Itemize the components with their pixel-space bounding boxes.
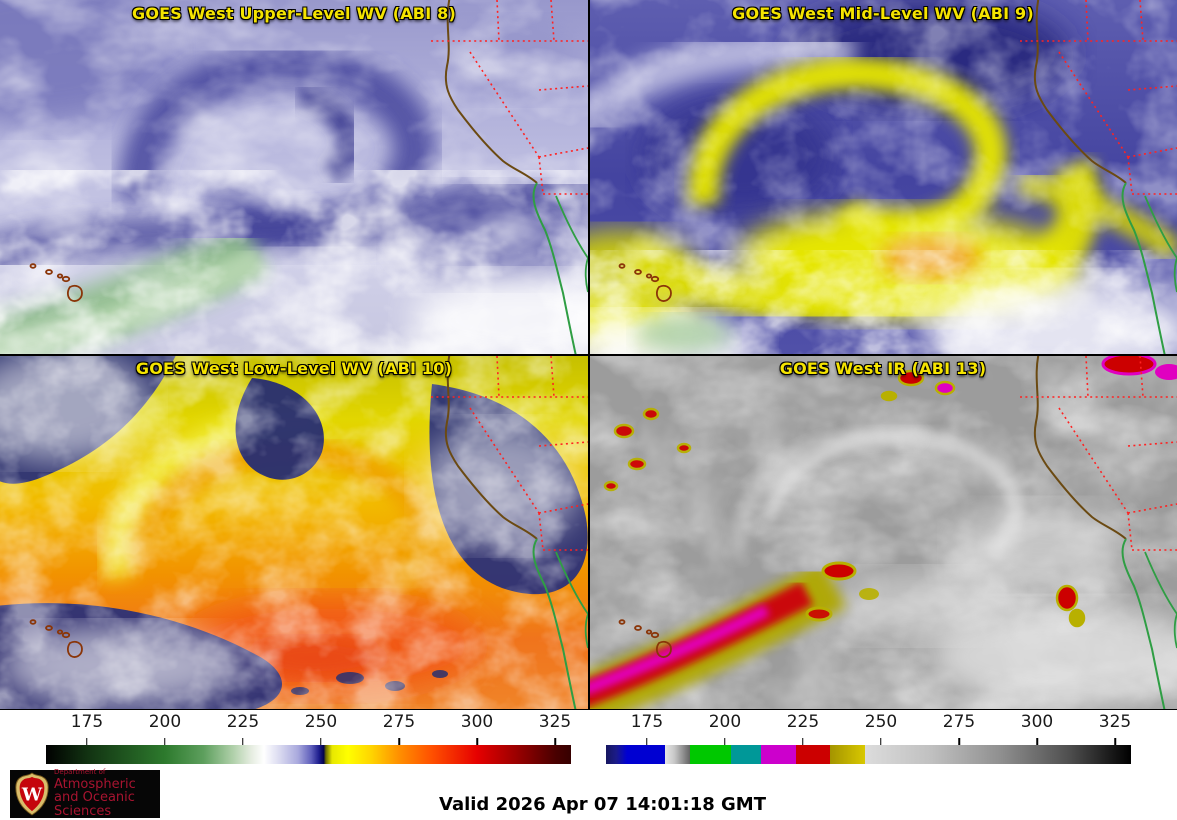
logo-line-2: and Oceanic Sciences	[54, 790, 135, 819]
ir-tick-mark	[802, 738, 804, 745]
wv-tick-label: 275	[382, 712, 416, 732]
logo-line-1: Atmospheric	[54, 776, 136, 792]
wv-tick-label: 175	[70, 712, 104, 732]
panel-mid-wv-image	[589, 0, 1177, 354]
ir-colorbar-group: 175 200 225 250 275 300 325	[606, 712, 1131, 774]
wv-tick-mark	[164, 738, 166, 745]
ir-tick-label: 275	[942, 712, 976, 732]
uw-monogram: W	[21, 785, 43, 806]
ir-tick-mark	[646, 738, 648, 745]
wv-colorbar	[46, 745, 571, 764]
wv-tick-label: 300	[460, 712, 494, 732]
ir-tick-mark	[724, 738, 726, 745]
ir-tick-mark	[880, 738, 882, 745]
ir-tick-mark	[958, 738, 960, 745]
panel-upper-wv-image	[0, 0, 588, 354]
ir-tick-mark	[1036, 738, 1038, 745]
wv-tick-label: 225	[226, 712, 260, 732]
wv-tick-mark	[242, 738, 244, 745]
wv-tick-label: 250	[304, 712, 338, 732]
panel-ir-image	[589, 356, 1177, 710]
wv-tick-label: 200	[148, 712, 182, 732]
ir-tick-label: 200	[708, 712, 742, 732]
panel-bottom-edge	[0, 709, 1177, 710]
ir-tick-label: 300	[1020, 712, 1054, 732]
satellite-imagery	[0, 0, 1177, 710]
ir-tick-mark	[1114, 738, 1116, 745]
panel-low-wv-image	[0, 356, 588, 710]
wv-tick-mark	[398, 738, 400, 745]
uw-aos-logo: W Department of Atmospheric and Oceanic …	[10, 768, 160, 819]
wv-tick-mark	[554, 738, 556, 745]
ir-tick-label: 225	[786, 712, 820, 732]
wv-colorbar-group: 175 200 225 250 275 300 325	[46, 712, 571, 774]
footer: 175 200 225 250 275 300 325 175 200 225	[0, 710, 1177, 820]
valid-time: Valid 2026 Apr 07 14:01:18 GMT	[439, 794, 766, 815]
wv-tick-label: 325	[538, 712, 572, 732]
logo-dept-line: Department of	[54, 768, 106, 777]
wv-tick-mark	[86, 738, 88, 745]
ir-tick-label: 175	[630, 712, 664, 732]
wv-tick-mark	[476, 738, 478, 745]
ir-tick-label: 250	[864, 712, 898, 732]
panel-divider-horizontal	[0, 354, 1177, 356]
wv-tick-mark	[320, 738, 322, 745]
ir-tick-label: 325	[1098, 712, 1132, 732]
ir-colorbar	[606, 745, 1131, 764]
uw-crest-icon: W	[15, 772, 49, 816]
logo-text: Department of Atmospheric and Oceanic Sc…	[54, 768, 160, 819]
